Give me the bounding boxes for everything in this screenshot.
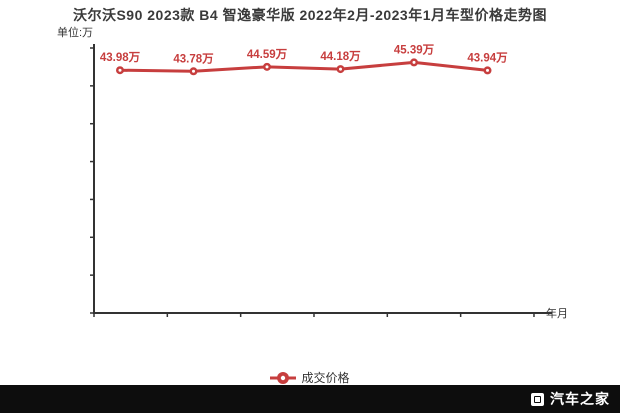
footer-watermark-band: 汽车之家	[0, 385, 620, 413]
data-point-center	[486, 68, 489, 72]
y-axis-unit-label: 单位:万	[57, 27, 94, 39]
data-point-label: 43.98万	[100, 51, 141, 64]
price-trend-line	[118, 60, 489, 73]
legend-line-point-icon	[270, 371, 297, 384]
autohome-logo-icon	[531, 392, 544, 406]
x-axis-label: 年月	[546, 308, 568, 320]
data-point-center	[118, 68, 122, 72]
data-point-center	[412, 60, 416, 64]
data-point-center	[192, 69, 195, 73]
data-point-label: 44.18万	[320, 50, 361, 63]
data-point-label: 43.78万	[173, 52, 214, 65]
legend-label: 成交价格	[301, 371, 350, 385]
data-point-label: 44.59万	[247, 48, 288, 61]
autohome-brand-text: 汽车之家	[550, 391, 610, 407]
chart-legend: 成交价格	[0, 369, 620, 386]
data-point-center	[265, 65, 269, 69]
page-title: 沃尔沃S90 2023款 B4 智逸豪华版 2022年2月-2023年1月车型价…	[72, 7, 548, 23]
data-point-center	[339, 67, 342, 71]
data-point-label: 45.39万	[394, 43, 435, 56]
data-point-label: 43.94万	[467, 51, 508, 64]
